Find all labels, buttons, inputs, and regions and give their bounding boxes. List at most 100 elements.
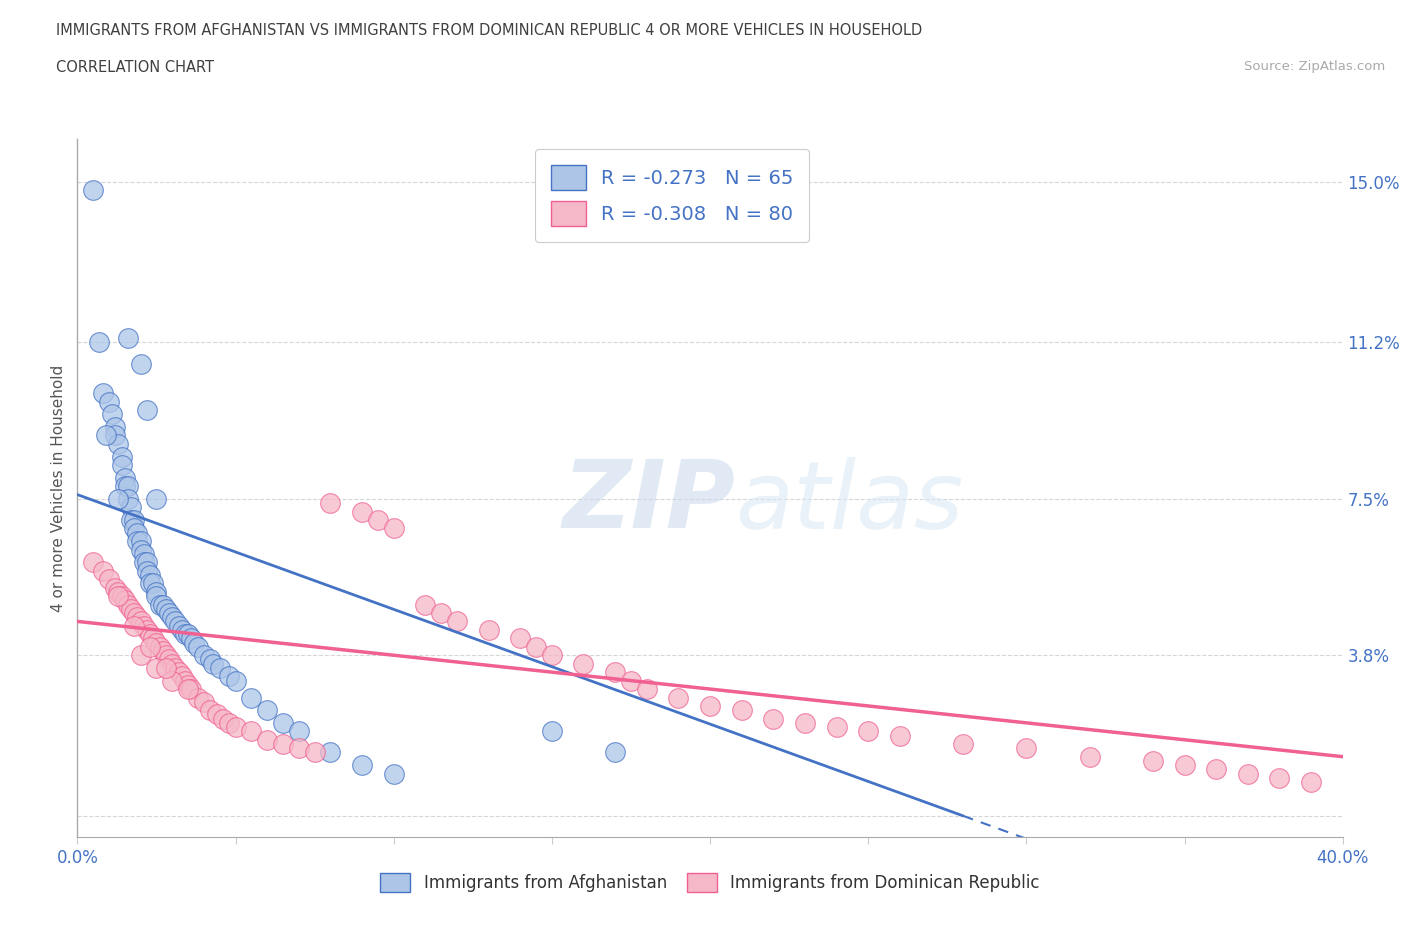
Point [155, 602, 177, 617]
Point [208, 660, 231, 675]
Point [129, 534, 152, 549]
Point [352, 758, 374, 773]
Point [132, 555, 155, 570]
Point [111, 589, 132, 604]
Point [256, 732, 278, 747]
Point [117, 331, 139, 346]
Point [129, 614, 152, 629]
Point [107, 436, 129, 451]
Text: atlas: atlas [735, 457, 963, 548]
Point [1237, 766, 1260, 781]
Point [167, 618, 190, 633]
Point [89, 335, 111, 350]
Point [170, 622, 193, 637]
Point [731, 703, 754, 718]
Point [524, 639, 547, 654]
Point [157, 605, 180, 620]
Text: ZIP: ZIP [562, 457, 735, 548]
Point [620, 673, 643, 688]
Point [186, 639, 209, 654]
Point [91, 564, 114, 578]
Point [142, 576, 165, 591]
Point [135, 564, 157, 578]
Point [540, 648, 562, 663]
Point [430, 605, 453, 620]
Point [240, 724, 263, 738]
Point [180, 631, 202, 645]
Point [149, 639, 172, 654]
Point [145, 491, 167, 506]
Point [319, 745, 342, 760]
Point [256, 703, 278, 718]
Point [225, 720, 247, 735]
Point [129, 356, 152, 371]
Point [288, 741, 311, 756]
Point [446, 614, 468, 629]
Point [127, 610, 149, 625]
Point [218, 715, 240, 730]
Point [129, 542, 152, 557]
Point [165, 660, 187, 675]
Point [540, 724, 562, 738]
Point [174, 673, 197, 688]
Point [177, 682, 200, 697]
Point [120, 602, 142, 617]
Point [509, 631, 531, 645]
Point [124, 512, 146, 527]
Point [129, 648, 152, 663]
Point [124, 605, 146, 620]
Point [145, 635, 167, 650]
Point [142, 631, 165, 645]
Point [825, 720, 848, 735]
Point [605, 745, 627, 760]
Point [82, 555, 104, 570]
Point [124, 618, 146, 633]
Y-axis label: 4 or more Vehicles in Household: 4 or more Vehicles in Household [51, 365, 66, 612]
Point [114, 592, 136, 607]
Point [127, 534, 149, 549]
Point [668, 690, 690, 705]
Point [200, 703, 222, 718]
Point [155, 648, 177, 663]
Point [382, 766, 405, 781]
Point [132, 546, 155, 561]
Point [1301, 775, 1323, 790]
Point [132, 618, 155, 633]
Legend: Immigrants from Afghanistan, Immigrants from Dominican Republic: Immigrants from Afghanistan, Immigrants … [374, 866, 1046, 898]
Text: IMMIGRANTS FROM AFGHANISTAN VS IMMIGRANTS FROM DOMINICAN REPUBLIC 4 OR MORE VEHI: IMMIGRANTS FROM AFGHANISTAN VS IMMIGRANT… [56, 23, 922, 38]
Point [135, 622, 157, 637]
Point [139, 639, 162, 654]
Point [271, 737, 294, 751]
Point [139, 567, 162, 582]
Point [367, 512, 389, 527]
Point [114, 479, 136, 494]
Point [180, 682, 202, 697]
Text: Source: ZipAtlas.com: Source: ZipAtlas.com [1244, 60, 1385, 73]
Point [162, 673, 183, 688]
Text: CORRELATION CHART: CORRELATION CHART [56, 60, 214, 75]
Point [162, 610, 183, 625]
Point [155, 660, 177, 675]
Point [152, 644, 174, 658]
Point [225, 673, 247, 688]
Point [135, 403, 157, 418]
Point [94, 428, 117, 443]
Point [104, 580, 127, 595]
Point [111, 449, 132, 464]
Point [382, 521, 405, 536]
Point [193, 648, 215, 663]
Point [794, 715, 817, 730]
Point [1268, 770, 1291, 785]
Point [157, 652, 180, 667]
Point [413, 597, 436, 612]
Point [98, 394, 120, 409]
Point [605, 665, 627, 680]
Point [699, 698, 721, 713]
Point [177, 677, 200, 692]
Point [145, 660, 167, 675]
Point [162, 657, 183, 671]
Point [127, 525, 149, 540]
Point [288, 724, 311, 738]
Point [165, 614, 187, 629]
Point [107, 491, 129, 506]
